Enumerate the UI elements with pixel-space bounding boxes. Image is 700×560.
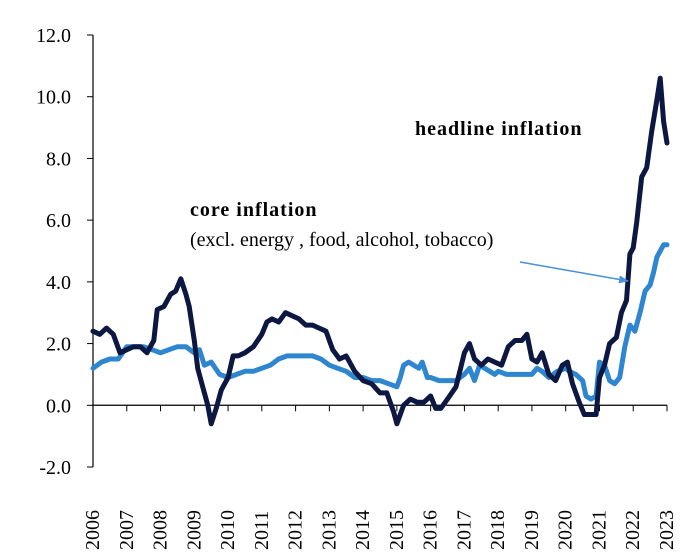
- x-tick-label: 2017: [453, 510, 475, 550]
- x-tick-label: 2008: [150, 510, 172, 550]
- x-tick-label: 2018: [487, 510, 509, 550]
- core-annotation-arrow: [519, 261, 629, 284]
- x-tick-label: 2023: [656, 510, 678, 550]
- y-tick-label: 10.0: [36, 87, 71, 109]
- y-tick-label: 12.0: [36, 25, 71, 47]
- x-tick-label: 2007: [116, 510, 138, 550]
- x-tick-label: 2014: [352, 510, 374, 550]
- y-axis-ticks: -2.0 0.0 2.0 4.0 6.0 8.0 10.0 12.0: [36, 25, 93, 479]
- y-tick-label: 0.0: [46, 395, 71, 417]
- x-tick-label: 2009: [183, 510, 205, 550]
- core-annotation-subtitle: (excl. energy , food, alcohol, tobacco): [190, 229, 493, 251]
- x-tick-label: 2020: [555, 510, 577, 550]
- core-inflation-line: [90, 242, 670, 402]
- x-tick-label: 2013: [318, 510, 340, 550]
- x-tick-label: 2015: [386, 510, 408, 550]
- y-tick-label: -2.0: [39, 457, 71, 479]
- headline-annotation: headline inflation: [415, 118, 582, 140]
- x-tick-label: 2011: [251, 511, 273, 550]
- x-tick-label: 2006: [82, 510, 104, 550]
- x-axis-ticks: 2006 2007 2008 2009 2010 2011 2012 2013 2014 2015…: [82, 405, 678, 550]
- y-tick-label: 4.0: [46, 272, 71, 294]
- x-tick-label: 2021: [588, 510, 610, 550]
- y-tick-label: 6.0: [46, 210, 71, 232]
- x-tick-label: 2019: [521, 510, 543, 550]
- y-tick-label: 2.0: [46, 334, 71, 356]
- x-tick-label: 2022: [622, 510, 644, 550]
- y-tick-label: 8.0: [46, 148, 71, 170]
- series-lines: [90, 75, 670, 427]
- core-annotation-title: core inflation: [190, 199, 318, 221]
- x-tick-label: 2012: [285, 510, 307, 550]
- x-tick-label: 2010: [217, 510, 239, 550]
- headline-inflation-line: [90, 75, 670, 427]
- x-tick-label: 2016: [420, 510, 442, 550]
